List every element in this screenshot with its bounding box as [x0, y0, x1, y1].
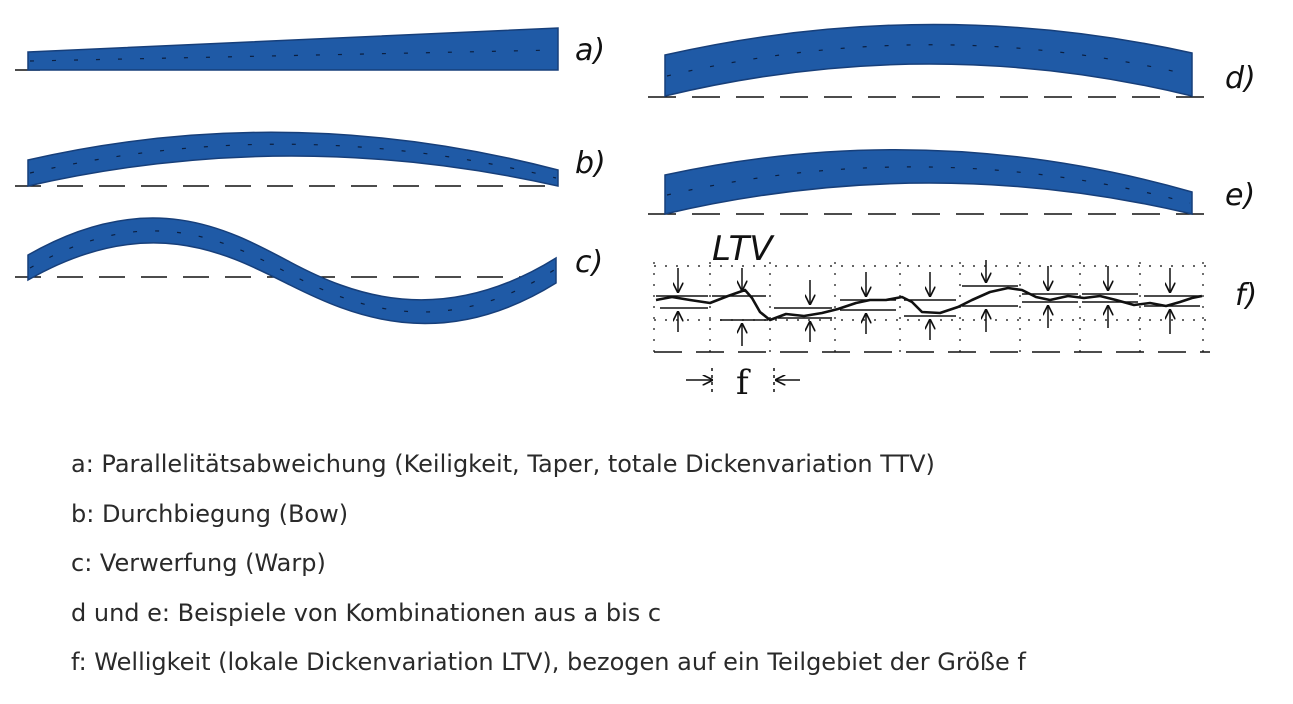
- legend-item-a: a: Parallelitätsabweichung (Keiligkeit, …: [71, 450, 935, 478]
- panel-c-label: c): [575, 245, 603, 280]
- panel-a-label: a): [575, 33, 605, 68]
- panel-f-local-levels: [656, 285, 1200, 321]
- panel-a-taper: a): [15, 27, 605, 71]
- ltv-label: LTV: [712, 229, 775, 269]
- f-dimension: [686, 368, 800, 392]
- panel-d-wafer: [664, 23, 1193, 97]
- panel-e-centerline: [666, 166, 1191, 204]
- legend-item-c: c: Verwerfung (Warp): [71, 549, 326, 577]
- panel-e-combination: e): [648, 149, 1255, 215]
- panel-e-label: e): [1225, 178, 1255, 213]
- legend-list: a: Parallelitätsabweichung (Keiligkeit, …: [71, 440, 1026, 688]
- panel-f-label: f): [1235, 278, 1257, 313]
- panel-f-thickness-arrows: [678, 260, 1170, 346]
- panel-c-wafer: [27, 217, 557, 325]
- wafer-geometry-diagram: a) b) c) d) e) LTV: [15, 23, 1257, 403]
- legend-item-b: b: Durchbiegung (Bow): [71, 499, 349, 528]
- panel-b-wafer: [27, 131, 559, 187]
- legend-item-de: d und e: Beispiele von Kombinationen aus…: [71, 598, 662, 627]
- f-size-label: f: [736, 363, 751, 403]
- panel-d-combination: d): [648, 23, 1256, 98]
- panel-d-label: d): [1225, 61, 1256, 96]
- legend-item-f: f: Welligkeit (lokale Dickenvariation LT…: [71, 648, 1026, 676]
- panel-e-wafer: [664, 149, 1193, 215]
- panel-c-warp: c): [15, 217, 603, 325]
- panel-b-bow: b): [15, 131, 606, 187]
- panel-f-grid: [653, 262, 1210, 352]
- panel-d-centerline: [666, 44, 1191, 77]
- panel-f-surface-line: [655, 286, 1203, 322]
- panel-f-waviness: LTV: [653, 229, 1257, 403]
- panel-a-wafer: [27, 27, 559, 71]
- panel-b-label: b): [575, 146, 606, 181]
